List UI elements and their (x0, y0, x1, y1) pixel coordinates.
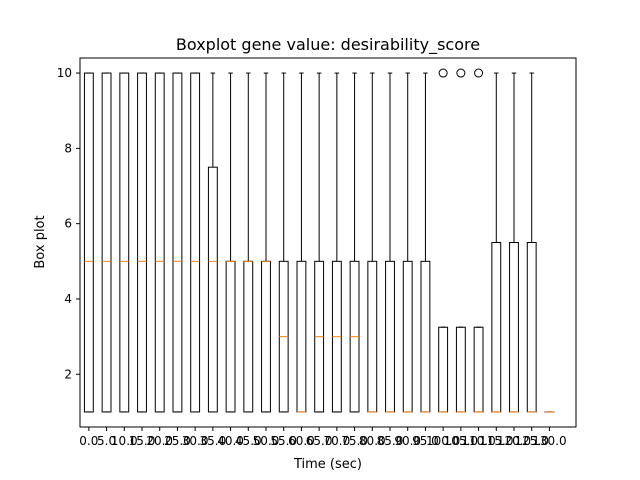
x-tick-label: 25.0 (164, 434, 191, 448)
box-110.0 (473, 68, 484, 413)
x-tick-label: 130.0 (532, 434, 566, 448)
x-axis: 0.05.010.015.020.025.030.035.040.045.050… (79, 427, 567, 448)
box-15.0 (137, 72, 147, 413)
y-axis-label: Box plot (33, 215, 48, 268)
iqr-box (172, 72, 183, 413)
box-75.0 (349, 72, 360, 413)
x-tick-label: 35.0 (199, 434, 226, 448)
box-70.0 (331, 72, 342, 413)
box-100.0 (438, 68, 449, 413)
x-tick-label: 65.0 (306, 434, 333, 448)
y-tick-label: 10 (57, 66, 72, 80)
iqr-box (154, 72, 165, 413)
x-axis-label: Time (sec) (293, 457, 362, 472)
box-95.0 (420, 72, 431, 413)
box-115.0 (491, 72, 502, 413)
chart-title: Boxplot gene value: desirability_score (176, 35, 480, 55)
iqr-box (83, 72, 94, 413)
box-90.0 (402, 72, 413, 413)
box-25.0 (172, 72, 183, 413)
box-50.0 (261, 72, 271, 413)
iqr-box (137, 72, 147, 413)
box-85.0 (385, 72, 395, 413)
x-tick-label: 40.0 (217, 434, 244, 448)
outlier-point (438, 68, 448, 78)
x-tick-label: 90.0 (394, 434, 421, 448)
x-tick-label: 125.0 (515, 434, 549, 448)
y-tick-label: 8 (64, 141, 72, 155)
box-0.0 (83, 72, 94, 413)
box-35.0 (207, 72, 218, 413)
x-tick-label: 120.0 (497, 434, 531, 448)
box-65.0 (314, 72, 325, 413)
iqr-box (190, 72, 201, 413)
x-tick-label: 55.0 (270, 434, 297, 448)
iqr-box (119, 72, 130, 413)
x-tick-label: 80.0 (359, 434, 386, 448)
x-tick-label: 85.0 (377, 434, 404, 448)
box-60.0 (296, 72, 307, 413)
box-5.0 (101, 72, 112, 413)
x-tick-label: 95.0 (412, 434, 439, 448)
y-axis: 2 4 6 8 10 (57, 66, 80, 381)
outlier-point (456, 68, 466, 78)
x-tick-label: 50.0 (253, 434, 280, 448)
x-tick-label: 105.0 (444, 434, 478, 448)
x-tick-label: 75.0 (341, 434, 368, 448)
box-20.0 (154, 72, 165, 413)
x-tick-label: 115.0 (479, 434, 513, 448)
x-tick-label: 10.0 (111, 434, 138, 448)
x-tick-label: 30.0 (182, 434, 209, 448)
y-tick-label: 6 (64, 217, 72, 231)
axes-frame (79, 57, 577, 428)
box-40.0 (225, 72, 236, 413)
x-tick-label: 20.0 (146, 434, 173, 448)
iqr-box (101, 72, 112, 413)
y-tick-label: 4 (64, 292, 72, 306)
box-80.0 (367, 72, 378, 413)
box-45.0 (243, 72, 254, 413)
outlier-point (474, 68, 484, 78)
box-125.0 (526, 72, 537, 413)
x-tick-label: 0.0 (79, 434, 98, 448)
y-tick-label: 2 (64, 367, 72, 381)
x-tick-label: 15.0 (129, 434, 156, 448)
x-tick-label: 70.0 (323, 434, 350, 448)
x-tick-label: 110.0 (461, 434, 495, 448)
iqr-box (207, 166, 218, 413)
box-30.0 (190, 72, 201, 413)
box-55.0 (278, 72, 289, 413)
x-tick-label: 45.0 (235, 434, 262, 448)
box-10.0 (119, 72, 130, 413)
box-105.0 (455, 68, 466, 413)
x-tick-label: 60.0 (288, 434, 315, 448)
box-120.0 (509, 72, 519, 413)
x-tick-label: 100.0 (426, 434, 460, 448)
plot-area (83, 68, 555, 413)
x-tick-label: 5.0 (97, 434, 116, 448)
